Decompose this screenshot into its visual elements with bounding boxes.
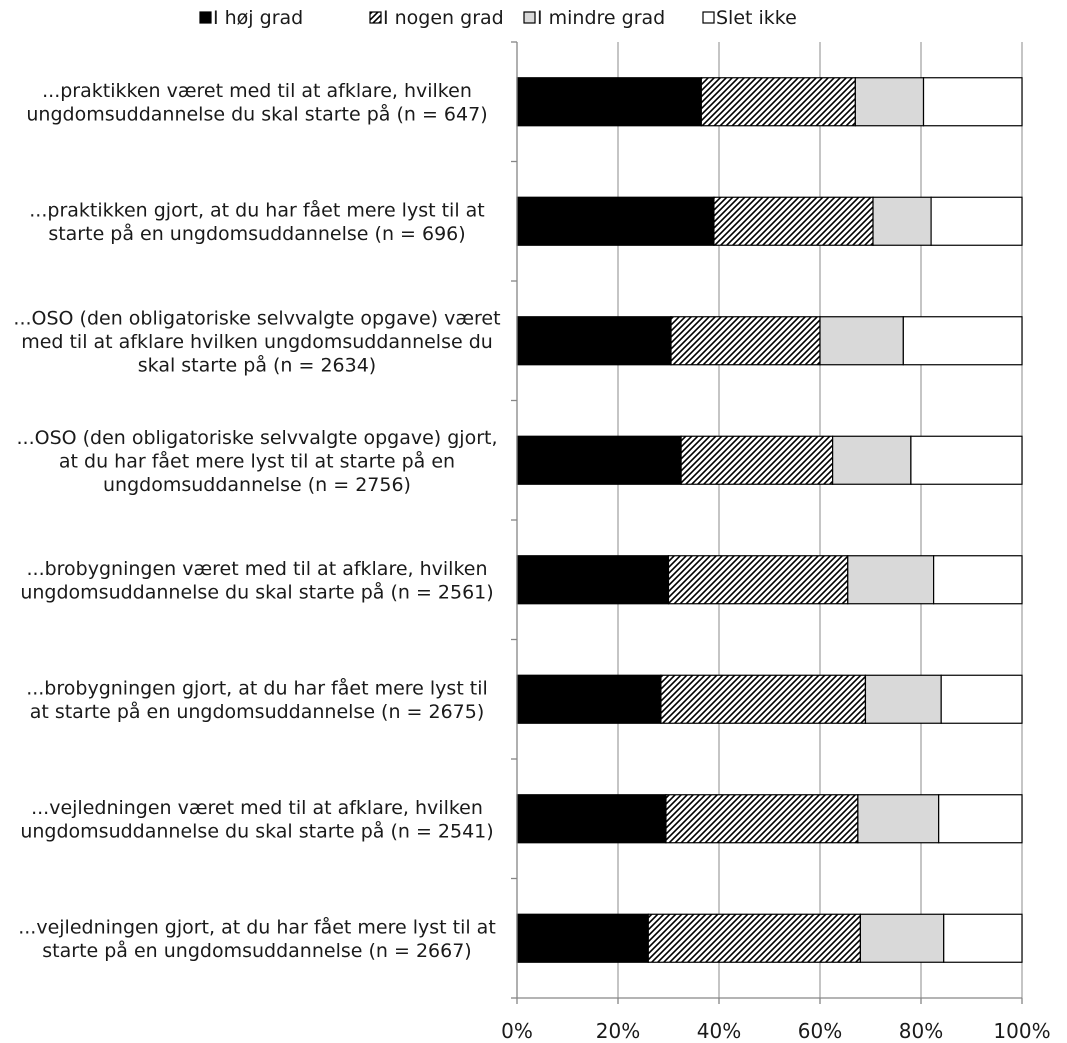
bar-segment — [647, 913, 861, 963]
bar-segment — [832, 435, 912, 485]
category-label-line: ungdomsuddannelse du skal starte på (n =… — [20, 820, 493, 843]
x-tick-label: 100% — [993, 1019, 1050, 1043]
category-label-line: ...OSO (den obligatoriske selvvalgte opg… — [17, 427, 498, 449]
legend-swatch — [523, 11, 536, 24]
bar-segment — [854, 77, 925, 127]
bar-segment — [516, 316, 672, 366]
category-label-line: ungdomsuddannelse du skal starte på (n =… — [26, 103, 487, 126]
bars — [516, 77, 1023, 963]
category-label: ...vejledningen gjort, at du har fået me… — [18, 916, 496, 963]
category-label-line: ...vejledningen været med til at afklare… — [31, 797, 483, 819]
x-tick-labels: 0% 20% 40% 60% 80% 100% — [501, 1019, 1050, 1043]
bar-segment — [700, 77, 856, 127]
category-label-line: ...praktikken gjort, at du har fået mere… — [29, 199, 484, 222]
bar-segment — [847, 555, 935, 605]
bar-segment — [516, 435, 682, 485]
category-label-line: ...brobygningen været med til at afklare… — [26, 558, 487, 580]
legend-item: Slet ikke — [702, 7, 797, 29]
category-label-line: starte på en ungdomsuddannelse (n = 696) — [48, 222, 465, 245]
category-label-line: med til at afklare hvilken ungdomsuddann… — [21, 331, 493, 353]
x-tick-label: 60% — [798, 1019, 842, 1043]
category-label-line: ...vejledningen gjort, at du har fået me… — [18, 916, 496, 939]
bar-segment — [819, 316, 904, 366]
category-label-line: ...praktikken været med til at afklare, … — [42, 80, 472, 102]
bar-segment — [516, 674, 662, 724]
category-label: ...brobygningen været med til at afklare… — [20, 558, 493, 604]
bar-segment — [516, 77, 702, 127]
legend-swatch — [199, 11, 212, 24]
legend-swatch — [702, 11, 715, 24]
legend-item: I mindre grad — [523, 7, 665, 29]
category-label-line: skal starte på (n = 2634) — [138, 353, 376, 376]
category-label-line: at du har fået mere lyst til at starte p… — [59, 449, 455, 472]
bar-segment — [665, 794, 859, 844]
category-label: ...vejledningen været med til at afklare… — [20, 797, 493, 843]
bar-segment — [670, 316, 821, 366]
legend-item: I høj grad — [199, 7, 303, 29]
bar-segment — [902, 316, 1023, 366]
bar-segment — [943, 913, 1023, 963]
bar-segment — [516, 555, 670, 605]
bar-segment — [713, 196, 874, 246]
legend-label: I høj grad — [213, 7, 303, 29]
category-label: ...praktikken gjort, at du har fået mere… — [29, 199, 484, 246]
category-label-line: ...brobygningen gjort, at du har fået me… — [26, 677, 488, 700]
legend-swatch — [369, 11, 382, 24]
axes — [511, 41, 1023, 1004]
category-label: ...OSO (den obligatoriske selvvalgte opg… — [17, 427, 498, 496]
bar-segment — [940, 674, 1023, 724]
category-label-line: ungdomsuddannelse (n = 2756) — [103, 474, 411, 496]
bar-segment — [857, 794, 940, 844]
bar-segment — [910, 435, 1023, 485]
category-label: ...praktikken været med til at afklare, … — [26, 80, 487, 126]
bar-segment — [930, 196, 1023, 246]
bar-segment — [938, 794, 1023, 844]
bar-segment — [859, 913, 945, 963]
bar-segment — [660, 674, 867, 724]
category-labels: ...praktikken været med til at afklare, … — [13, 80, 500, 962]
bar-segment — [864, 674, 942, 724]
legend-item: I nogen grad — [369, 7, 504, 29]
gridlines — [617, 42, 1023, 998]
x-tick-label: 20% — [596, 1019, 640, 1043]
legend-label: I mindre grad — [537, 7, 665, 29]
category-label-line: starte på en ungdomsuddannelse (n = 2667… — [42, 939, 471, 962]
bar-segment — [667, 555, 849, 605]
category-label-line: ...OSO (den obligatoriske selvvalgte opg… — [13, 307, 500, 329]
category-label: ...brobygningen gjort, at du har fået me… — [26, 677, 488, 724]
bar-segment — [516, 794, 667, 844]
legend-label: Slet ikke — [716, 7, 797, 29]
category-label-line: ungdomsuddannelse du skal starte på (n =… — [20, 581, 493, 604]
x-tick-label: 0% — [501, 1019, 533, 1043]
x-tick-label: 80% — [899, 1019, 943, 1043]
x-tick-label: 40% — [697, 1019, 741, 1043]
category-label: ...OSO (den obligatoriske selvvalgte opg… — [13, 307, 500, 376]
bar-segment — [933, 555, 1023, 605]
bar-segment — [922, 77, 1023, 127]
bar-segment — [516, 913, 649, 963]
bar-segment — [872, 196, 932, 246]
bar-segment — [516, 196, 715, 246]
legend-label: I nogen grad — [383, 7, 504, 29]
bar-segment — [680, 435, 834, 485]
legend: I høj grad I nogen grad I mindre grad Slet … — [199, 7, 797, 29]
category-label-line: at starte på en ungdomsuddannelse (n = 2… — [30, 700, 485, 723]
